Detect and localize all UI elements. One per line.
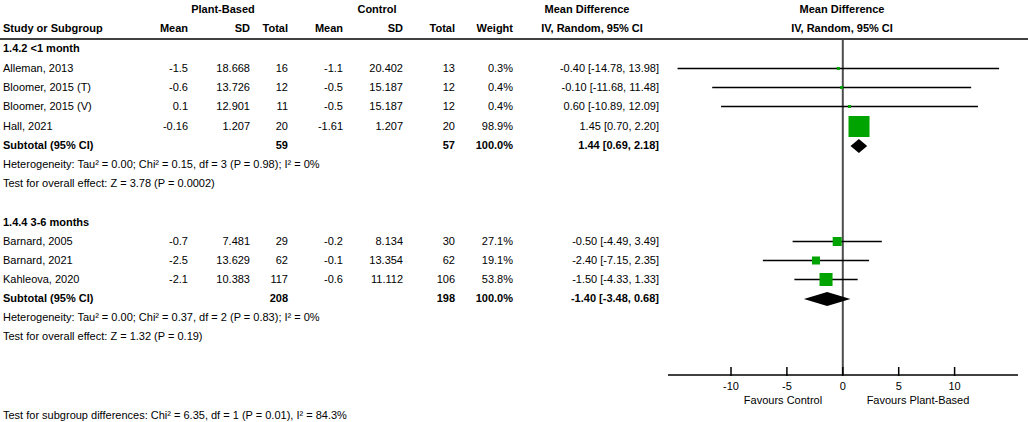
md-ci-value: -0.40 [-14.78, 13.98] bbox=[529, 62, 659, 75]
study-label: Hall, 2021 bbox=[3, 120, 53, 133]
effect-square bbox=[848, 105, 851, 108]
axis-tick-label: -10 bbox=[723, 380, 739, 392]
subgroup-name: 1.4.2 <1 month bbox=[3, 42, 80, 55]
md-ci-value: -0.50 [-4.49, 3.49] bbox=[529, 235, 659, 248]
md-ci-value: -0.10 [-11.68, 11.48] bbox=[529, 81, 659, 94]
effect-header-plot: Mean Difference bbox=[800, 3, 885, 16]
subtotal-total1: 208 bbox=[158, 292, 288, 305]
subtotal-weight: 100.0% bbox=[383, 292, 513, 305]
weight-value: 0.4% bbox=[383, 100, 513, 113]
weight-value: 53.8% bbox=[383, 273, 513, 286]
subtotal-weight: 100.0% bbox=[383, 139, 513, 152]
md-ci-value: -1.50 [-4.33, 1.33] bbox=[529, 273, 659, 286]
forest-plot: -10 -5 0 5 10 Favours Control Favours Plant-Ba… bbox=[0, 0, 1028, 422]
weight-value: 27.1% bbox=[383, 235, 513, 248]
subtotal-md-ci: -1.40 [-3.48, 0.68] bbox=[529, 292, 659, 305]
subtotal-total1: 59 bbox=[158, 139, 288, 152]
subtotal-label: Subtotal (95% CI) bbox=[3, 292, 93, 305]
heterogeneity-text: Heterogeneity: Tau² = 0.00; Chi² = 0.37,… bbox=[3, 311, 320, 324]
weight-value: 98.9% bbox=[383, 120, 513, 133]
md-ci-value: 1.45 [0.70, 2.20] bbox=[529, 120, 659, 133]
overall-effect-text: Test for overall effect: Z = 3.78 (P = 0… bbox=[3, 177, 215, 190]
effect-square bbox=[812, 257, 820, 265]
effect-square bbox=[840, 86, 843, 89]
heterogeneity-text: Heterogeneity: Tau² = 0.00; Chi² = 0.15,… bbox=[3, 158, 320, 171]
group1-header: Plant-Based bbox=[191, 3, 255, 16]
weight-col-header: Weight bbox=[383, 22, 513, 35]
group2-header: Control bbox=[357, 3, 396, 16]
axis-tick-label: 0 bbox=[840, 380, 846, 392]
weight-value: 0.3% bbox=[383, 62, 513, 75]
effect-square bbox=[849, 116, 870, 137]
weight-value: 0.4% bbox=[383, 81, 513, 94]
axis-tick-label: 10 bbox=[948, 380, 960, 392]
iv-col-header-plot: IV, Random, 95% CI bbox=[791, 22, 893, 35]
subgroup-name: 1.4.4 3-6 months bbox=[3, 216, 89, 229]
subtotal-label: Subtotal (95% CI) bbox=[3, 139, 93, 152]
iv-col-header-table: IV, Random, 95% CI bbox=[541, 22, 643, 35]
subtotal-diamond bbox=[851, 139, 868, 153]
weight-value: 19.1% bbox=[383, 254, 513, 267]
axis-tick-label: 5 bbox=[896, 380, 902, 392]
overall-effect-text: Test for overall effect: Z = 1.32 (P = 0… bbox=[3, 330, 203, 343]
subgroup-difference-test: Test for subgroup differences: Chi² = 6.… bbox=[3, 409, 347, 422]
md-ci-value: 0.60 [-10.89, 12.09] bbox=[529, 100, 659, 113]
effect-square bbox=[833, 237, 842, 246]
effect-header-table: Mean Difference bbox=[545, 3, 630, 16]
favours-left-label: Favours Control bbox=[744, 394, 822, 406]
subtotal-md-ci: 1.44 [0.69, 2.18] bbox=[529, 139, 659, 152]
md-ci-value: -2.40 [-7.15, 2.35] bbox=[529, 254, 659, 267]
favours-right-label: Favours Plant-Based bbox=[867, 394, 970, 406]
effect-square bbox=[820, 273, 833, 286]
effect-square bbox=[837, 67, 840, 70]
axis-tick-label: -5 bbox=[782, 380, 792, 392]
